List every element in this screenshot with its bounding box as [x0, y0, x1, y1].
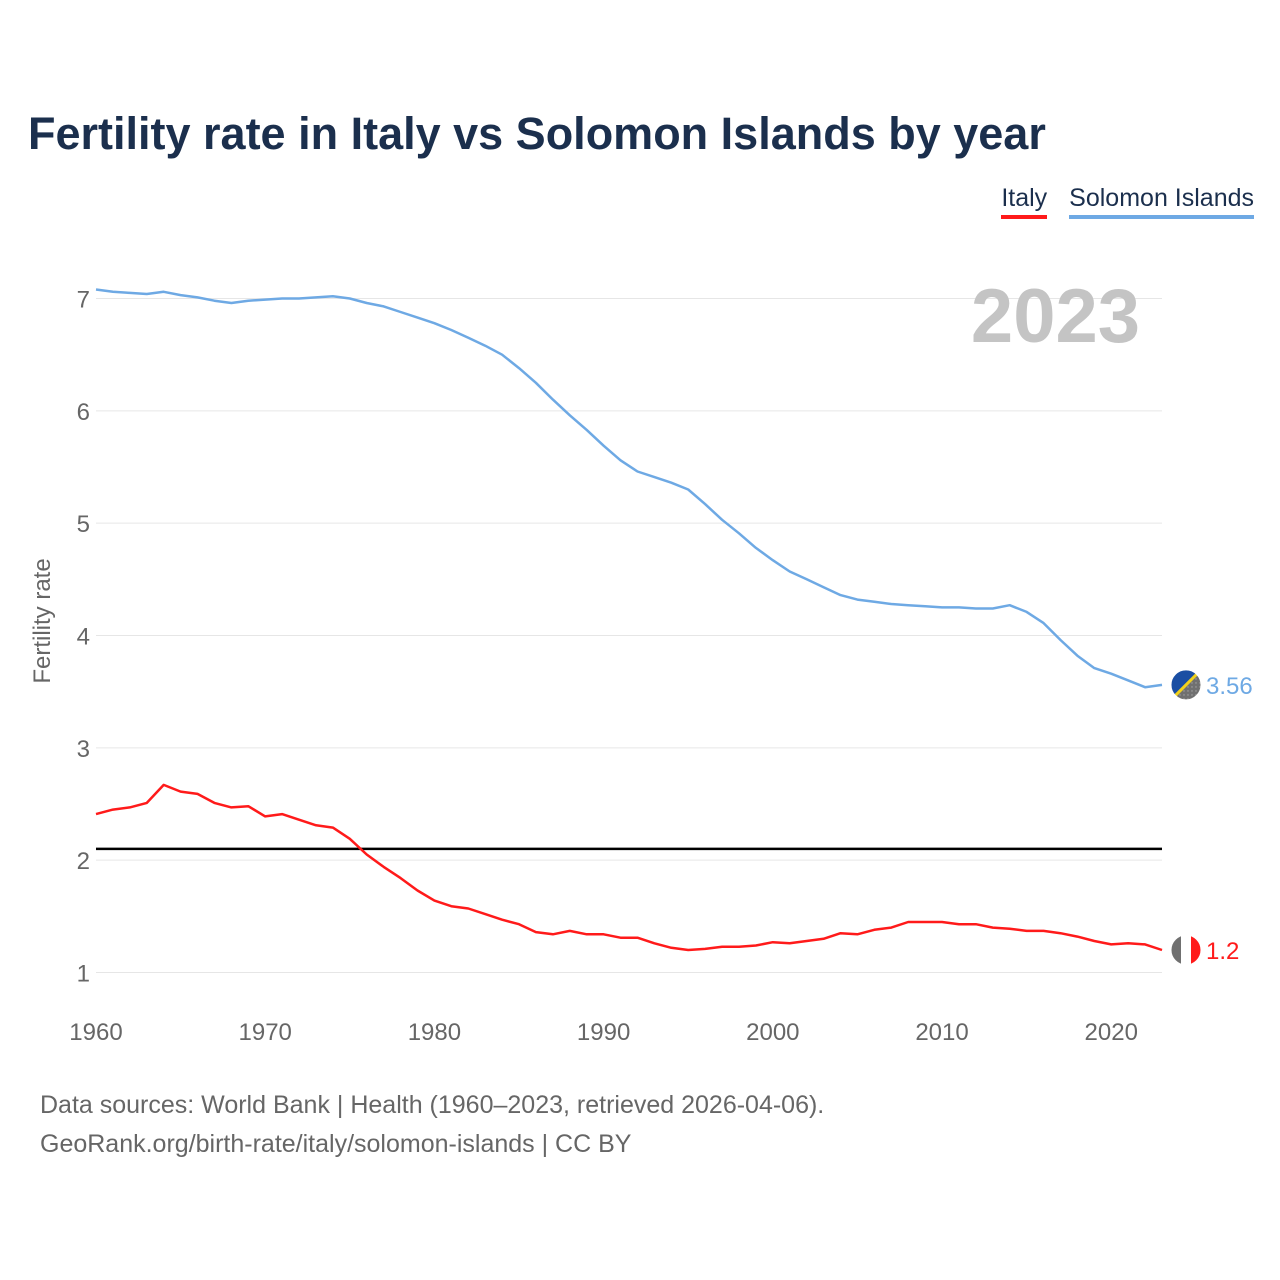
chart-title: Fertility rate in Italy vs Solomon Islan…: [28, 108, 1046, 159]
data-sources-text: Data sources: World Bank | Health (1960–…: [40, 1091, 825, 1119]
x-tick-label: 1980: [408, 1019, 461, 1046]
y-tick-label: 7: [77, 287, 90, 314]
flag-italy-fill: [1171, 935, 1201, 965]
end-value-label-solomon-islands: 3.56: [1206, 673, 1253, 700]
flag-yellow-band: [1171, 669, 1201, 700]
x-tick-label: 1970: [239, 1019, 292, 1046]
y-tick-label: 2: [77, 848, 90, 875]
series-endpoints: 1.2 3.56: [1170, 669, 1253, 966]
year-watermark: 2023: [971, 274, 1140, 359]
legend-item-italy[interactable]: Italy: [1001, 184, 1048, 219]
series-group: [95, 288, 1163, 952]
y-axis-label: Fertility rate: [29, 558, 56, 683]
x-tick-label: 1990: [577, 1019, 630, 1046]
y-tick-label: 4: [77, 624, 90, 651]
y-tick-label: 3: [77, 736, 90, 763]
x-tick-label: 2010: [915, 1019, 968, 1046]
series-line-solomon-islands: [95, 288, 1163, 689]
legend: Italy Solomon Islands: [1001, 184, 1254, 219]
y-axis-ticks: 1 2 3 4 5 6 7: [77, 287, 90, 988]
y-tick-label: 6: [77, 399, 90, 426]
series-line-italy: [95, 783, 1163, 952]
x-tick-label: 2020: [1085, 1019, 1138, 1046]
flag-solomon-fill: [1171, 669, 1201, 700]
line-chart: 2023 1 2 3 4 5 6 7 1960 1970 1980 1990 2000 2010 202…: [29, 274, 1253, 1046]
flag-stripe: [1181, 935, 1191, 965]
grid: [96, 298, 1162, 973]
end-value-label-italy: 1.2: [1206, 938, 1239, 965]
y-tick-label: 1: [77, 961, 90, 988]
flag-stripe: [1171, 935, 1181, 965]
flag-icon-italy: [1170, 934, 1202, 966]
source-link[interactable]: GeoRank.org/birth-rate/italy/solomon-isl…: [40, 1130, 632, 1158]
flag-icon-solomon-islands: [1170, 669, 1202, 701]
x-tick-label: 1960: [69, 1019, 122, 1046]
flag-border: [1170, 934, 1202, 966]
x-tick-label: 2000: [746, 1019, 799, 1046]
flag-stripe: [1191, 935, 1201, 965]
flag-border: [1170, 669, 1202, 701]
y-tick-label: 5: [77, 511, 90, 538]
x-axis-ticks: 1960 1970 1980 1990 2000 2010 2020: [69, 1019, 1138, 1046]
footer: Data sources: World Bank | Health (1960–…: [40, 1086, 824, 1164]
legend-item-solomon-islands[interactable]: Solomon Islands: [1069, 184, 1254, 219]
